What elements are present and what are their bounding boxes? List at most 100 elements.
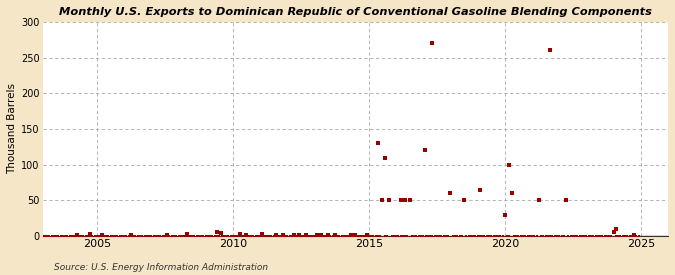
Point — [354, 234, 365, 238]
Point — [404, 198, 415, 203]
Point — [443, 234, 454, 238]
Point — [402, 234, 413, 238]
Point — [219, 234, 230, 238]
Point — [252, 234, 263, 238]
Point — [279, 234, 290, 238]
Point — [254, 234, 265, 238]
Point — [96, 232, 107, 237]
Point — [84, 232, 95, 236]
Point — [87, 234, 98, 238]
Point — [558, 234, 569, 238]
Point — [64, 234, 75, 238]
Point — [184, 234, 195, 238]
Point — [246, 234, 256, 238]
Point — [207, 234, 218, 238]
Point — [554, 234, 565, 238]
Point — [431, 234, 442, 238]
Point — [497, 234, 508, 238]
Point — [588, 234, 599, 238]
Point — [157, 234, 168, 238]
Point — [545, 48, 556, 53]
Point — [69, 234, 80, 238]
Point — [273, 234, 284, 238]
Point — [128, 234, 138, 238]
Point — [565, 234, 576, 238]
Point — [434, 234, 445, 238]
Point — [307, 234, 318, 238]
Point — [71, 232, 82, 237]
Point — [266, 234, 277, 238]
Point — [227, 234, 238, 238]
Point — [475, 234, 485, 238]
Point — [595, 234, 605, 238]
Point — [472, 234, 483, 238]
Point — [96, 234, 107, 238]
Point — [563, 234, 574, 238]
Point — [132, 234, 143, 238]
Point — [230, 234, 240, 238]
Point — [576, 234, 587, 238]
Point — [264, 234, 275, 238]
Point — [311, 232, 322, 237]
Point — [459, 198, 470, 203]
Point — [452, 234, 462, 238]
Point — [60, 234, 71, 238]
Point — [549, 234, 560, 238]
Point — [62, 234, 73, 238]
Point — [271, 232, 281, 237]
Point — [508, 234, 519, 238]
Point — [356, 234, 367, 238]
Point — [316, 232, 327, 237]
Point — [526, 234, 537, 238]
Point — [277, 234, 288, 238]
Point — [531, 234, 542, 238]
Point — [289, 232, 300, 237]
Point — [373, 141, 383, 145]
Point — [624, 234, 635, 238]
Point — [250, 234, 261, 238]
Point — [610, 234, 621, 238]
Point — [57, 234, 68, 238]
Point — [520, 234, 531, 238]
Point — [547, 234, 558, 238]
Point — [331, 234, 342, 238]
Point — [493, 234, 504, 238]
Point — [191, 234, 202, 238]
Point — [286, 234, 297, 238]
Point — [495, 234, 506, 238]
Point — [271, 234, 281, 238]
Point — [198, 234, 209, 238]
Point — [463, 234, 474, 238]
Point — [314, 234, 325, 238]
Point — [261, 234, 272, 238]
Point — [551, 234, 562, 238]
Title: Monthly U.S. Exports to Dominican Republic of Conventional Gasoline Blending Com: Monthly U.S. Exports to Dominican Republ… — [59, 7, 652, 17]
Point — [515, 234, 526, 238]
Point — [409, 234, 420, 238]
Point — [466, 234, 477, 238]
Point — [275, 234, 286, 238]
Point — [633, 234, 644, 238]
Point — [137, 234, 148, 238]
Point — [146, 234, 157, 238]
Point — [67, 234, 78, 238]
Point — [311, 234, 322, 238]
Point — [608, 230, 619, 235]
Point — [148, 234, 159, 238]
Point — [628, 232, 639, 237]
Point — [590, 234, 601, 238]
Point — [99, 234, 109, 238]
Point — [139, 234, 150, 238]
Point — [475, 188, 485, 192]
Point — [348, 234, 358, 238]
Point — [361, 234, 372, 238]
Point — [396, 198, 406, 203]
Point — [504, 163, 515, 167]
Point — [420, 148, 431, 153]
Point — [178, 234, 188, 238]
Point — [486, 234, 497, 238]
Point — [538, 234, 549, 238]
Point — [481, 234, 492, 238]
Point — [294, 232, 304, 237]
Point — [524, 234, 535, 238]
